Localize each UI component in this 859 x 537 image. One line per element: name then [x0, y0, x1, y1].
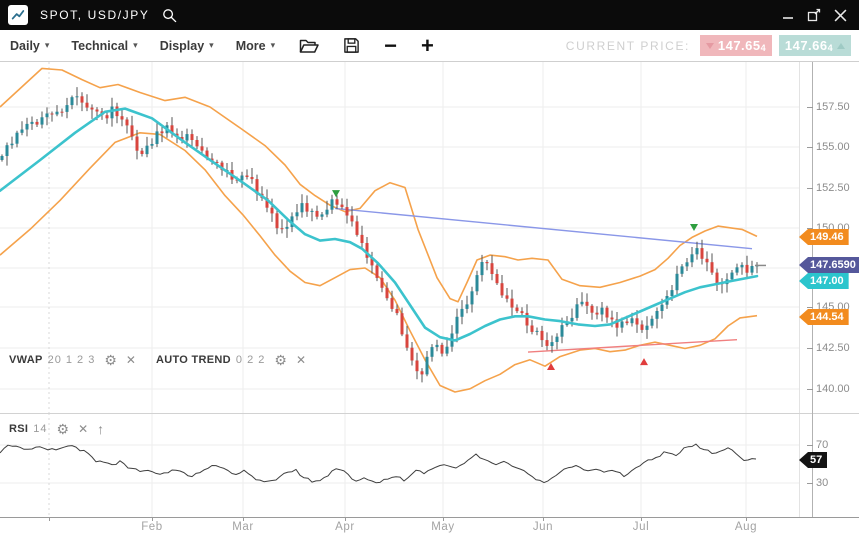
- time-axis-label-jun: Jun: [532, 521, 554, 533]
- axis-tick-label: 140.00: [816, 383, 850, 395]
- time-axis-line: [0, 517, 859, 518]
- window-title: SPOT, USD/JPY: [40, 8, 150, 22]
- price-badge-bollinger-upper: 149.46: [799, 229, 849, 245]
- chevron-down-icon: ▾: [44, 40, 50, 50]
- time-axis-tick: [543, 517, 544, 521]
- time-axis-tick: [641, 517, 642, 521]
- overlay-indicators-legend: VWAP 20 1 2 3 ⚙ ✕ AUTO TREND 0 2 2 ⚙ ✕: [9, 352, 306, 368]
- axis-tick-label: 30: [816, 477, 829, 489]
- axis-tick: [807, 348, 813, 349]
- rsi-label: RSI: [9, 423, 29, 435]
- axis-tick: [807, 188, 813, 189]
- pane-separator[interactable]: [0, 413, 859, 414]
- rsi-remove-icon[interactable]: ✕: [78, 422, 89, 436]
- axis-tick-label: 152.50: [816, 182, 850, 194]
- close-button[interactable]: [827, 0, 853, 30]
- time-axis-tick: [152, 517, 153, 521]
- price-badge-bollinger-lower: 144.54: [799, 309, 849, 325]
- vwap-label: VWAP: [9, 354, 43, 366]
- menu-display[interactable]: Display ▾: [159, 38, 214, 53]
- trend-markers: [332, 190, 698, 370]
- popout-button[interactable]: [801, 0, 827, 30]
- bid-down-arrow-icon: [705, 42, 714, 49]
- title-bar: SPOT, USD/JPY: [0, 0, 859, 30]
- ask-price-badge: 147.66 4: [779, 35, 851, 56]
- menu-more[interactable]: More ▾: [235, 38, 276, 53]
- rsi-line: [0, 443, 757, 484]
- time-axis-label-apr: Apr: [335, 521, 355, 533]
- time-axis-tick: [746, 517, 747, 521]
- search-icon[interactable]: [162, 8, 177, 23]
- auto-trend-lines: [334, 207, 753, 353]
- menu-technical[interactable]: Technical ▾: [71, 38, 138, 53]
- axis-tick: [807, 389, 813, 390]
- rsi-move-up-icon[interactable]: ↑: [97, 421, 105, 437]
- axis-tick: [807, 107, 813, 108]
- candles-group: [0, 87, 759, 383]
- axis-tick-label: 70: [816, 439, 829, 451]
- axis-tick-label: 142.50: [816, 342, 850, 354]
- rsi-value-badge: 57: [799, 452, 828, 468]
- rsi-chart-pane[interactable]: [0, 413, 800, 517]
- bid-price-badge: 147.65 4: [700, 35, 772, 56]
- auto-trend-settings-gear-icon[interactable]: ⚙: [274, 352, 287, 368]
- chart-toolbar: Daily ▾ Technical ▾ Display ▾ More ▾ − + CURREN…: [0, 30, 859, 62]
- time-axis-label-jul: Jul: [632, 521, 650, 533]
- vwap-settings-gear-icon[interactable]: ⚙: [104, 352, 117, 368]
- auto-trend-label: AUTO TREND: [155, 354, 231, 366]
- time-axis-tick: [243, 517, 244, 521]
- price-badge-vwap: 147.00: [799, 273, 849, 289]
- time-axis-label-aug: Aug: [734, 521, 758, 533]
- price-axis-line: [812, 62, 813, 517]
- price-chart-pane[interactable]: [0, 62, 800, 413]
- axis-tick: [807, 307, 813, 308]
- open-folder-icon[interactable]: [299, 38, 319, 54]
- zoom-out-button[interactable]: −: [384, 32, 397, 58]
- time-axis-tick: [49, 517, 50, 521]
- axis-tick: [807, 483, 813, 484]
- chevron-down-icon: ▾: [270, 40, 276, 50]
- app-logo-icon: [8, 5, 28, 25]
- menu-daily[interactable]: Daily ▾: [10, 38, 50, 53]
- axis-tick-label: 157.50: [816, 101, 850, 113]
- rsi-legend: RSI 14 ⚙ ✕ ↑: [9, 421, 105, 437]
- minimize-button[interactable]: [775, 0, 801, 30]
- bollinger-bands: [0, 67, 758, 393]
- axis-tick: [807, 445, 813, 446]
- axis-tick: [807, 147, 813, 148]
- rsi-settings-gear-icon[interactable]: ⚙: [56, 421, 70, 437]
- zoom-in-button[interactable]: +: [420, 32, 434, 58]
- axis-tick: [807, 228, 813, 229]
- vwap-line: [0, 107, 759, 342]
- chevron-down-icon: ▾: [133, 40, 138, 50]
- save-icon[interactable]: [343, 37, 360, 54]
- vwap-remove-icon[interactable]: ✕: [125, 353, 136, 367]
- chevron-down-icon: ▾: [209, 40, 214, 50]
- time-axis-tick: [443, 517, 444, 521]
- time-axis-label-may: May: [431, 521, 455, 533]
- axis-tick-label: 155.00: [816, 141, 850, 153]
- time-axis-tick: [345, 517, 346, 521]
- ask-up-arrow-icon: [837, 42, 846, 49]
- price-badge-last-price: 147.6590: [799, 257, 859, 273]
- auto-trend-remove-icon[interactable]: ✕: [295, 353, 306, 367]
- time-axis-label-mar: Mar: [232, 521, 254, 533]
- current-price-label: CURRENT PRICE:: [565, 38, 690, 53]
- time-axis-label-feb: Feb: [141, 521, 163, 533]
